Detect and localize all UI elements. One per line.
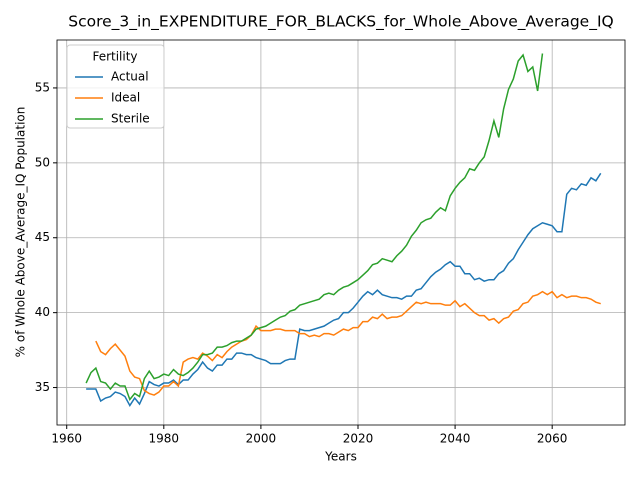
legend-label: Ideal	[111, 91, 140, 105]
x-tick-label: 2020	[343, 432, 374, 446]
legend-title: Fertility	[92, 50, 137, 64]
y-tick-label: 55	[35, 80, 50, 94]
x-tick-label: 1960	[51, 432, 82, 446]
y-tick-label: 50	[35, 155, 50, 169]
plot-frame	[56, 39, 626, 426]
y-axis-label: % of Whole Above_Average_IQ Population	[14, 107, 28, 358]
legend-label: Actual	[111, 70, 149, 84]
legend-box	[66, 44, 165, 129]
y-tick-label: 40	[35, 305, 50, 319]
legend-label: Sterile	[111, 112, 150, 126]
chart-title: Score_3_in_EXPENDITURE_FOR_BLACKS_for_Wh…	[68, 13, 613, 32]
y-tick-label: 35	[35, 380, 50, 394]
x-axis-label: Years	[324, 450, 357, 464]
y-tick-label: 45	[35, 230, 50, 244]
data-line	[85, 53, 544, 402]
data-line	[86, 172, 602, 407]
data-line	[95, 290, 601, 396]
x-tick-label: 1980	[149, 432, 180, 446]
x-tick-label: 2040	[440, 432, 471, 446]
legend: Fertility Actual Ideal Sterile	[66, 44, 165, 129]
x-tick-label: 2000	[246, 432, 277, 446]
x-tick-label: 2060	[537, 432, 568, 446]
